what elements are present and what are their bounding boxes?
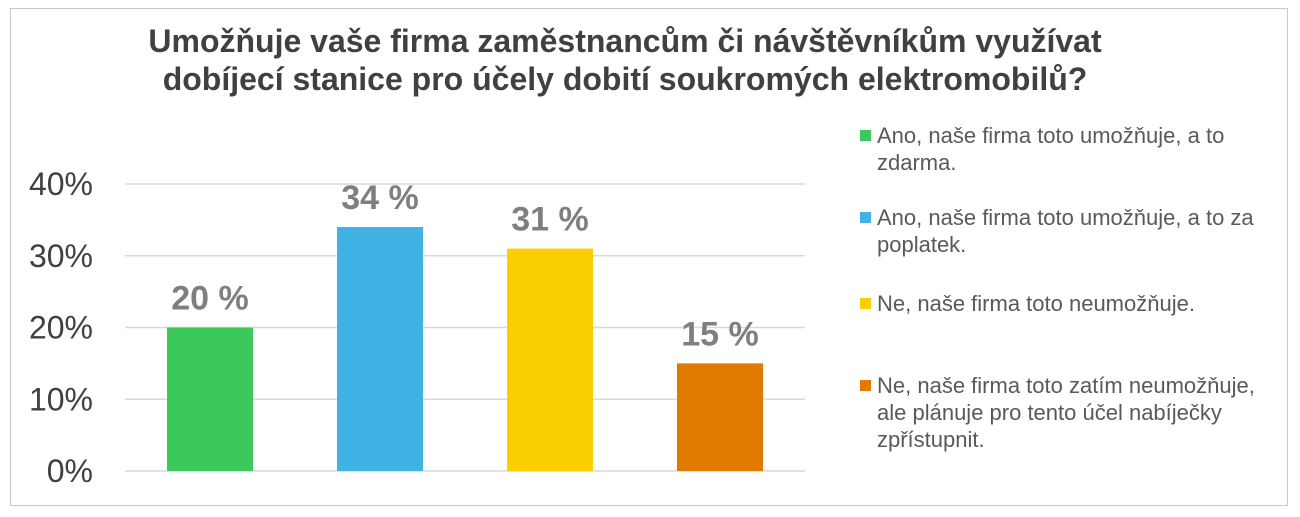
y-tick-label: 20% xyxy=(29,310,93,346)
data-label: 34 % xyxy=(341,179,419,217)
bar xyxy=(337,227,423,471)
y-axis-tick-labels: 0% 10% 20% 30% 40% xyxy=(29,166,93,489)
legend-item: Ano, naše firma toto umožňuje, a to zdar… xyxy=(860,122,1270,176)
bar xyxy=(507,248,593,471)
y-tick-label: 40% xyxy=(29,166,93,202)
legend-label: Ne, naše firma toto neumožňuje. xyxy=(877,291,1195,316)
legend-swatch xyxy=(860,130,871,141)
legend-swatch xyxy=(860,212,871,223)
chart-title: Umožňuje vaše firma zaměstnancům či návš… xyxy=(148,23,1102,97)
y-tick-label: 30% xyxy=(29,238,93,274)
legend-label: Ano, naše firma toto umožňuje, a to za p… xyxy=(877,205,1254,257)
bars xyxy=(167,227,763,471)
legend-label: Ne, naše firma toto zatím neumožňuje, al… xyxy=(877,373,1255,452)
bar xyxy=(167,327,253,471)
legend-swatch xyxy=(860,380,871,391)
legend-item: Ne, naše firma toto neumožňuje. xyxy=(860,290,1270,317)
legend-label: Ano, naše firma toto umožňuje, a to zdar… xyxy=(877,123,1225,175)
legend-swatch xyxy=(860,298,871,309)
data-label: 20 % xyxy=(171,280,249,318)
bar xyxy=(677,363,763,471)
legend-item: Ano, naše firma toto umožňuje, a to za p… xyxy=(860,204,1270,258)
data-labels: 20 % 34 % 31 % 15 % xyxy=(171,179,759,353)
y-tick-label: 0% xyxy=(47,453,93,489)
legend-item: Ne, naše firma toto zatím neumožňuje, al… xyxy=(860,372,1270,453)
data-label: 15 % xyxy=(681,315,759,353)
data-label: 31 % xyxy=(511,201,589,239)
y-tick-label: 10% xyxy=(29,381,93,417)
